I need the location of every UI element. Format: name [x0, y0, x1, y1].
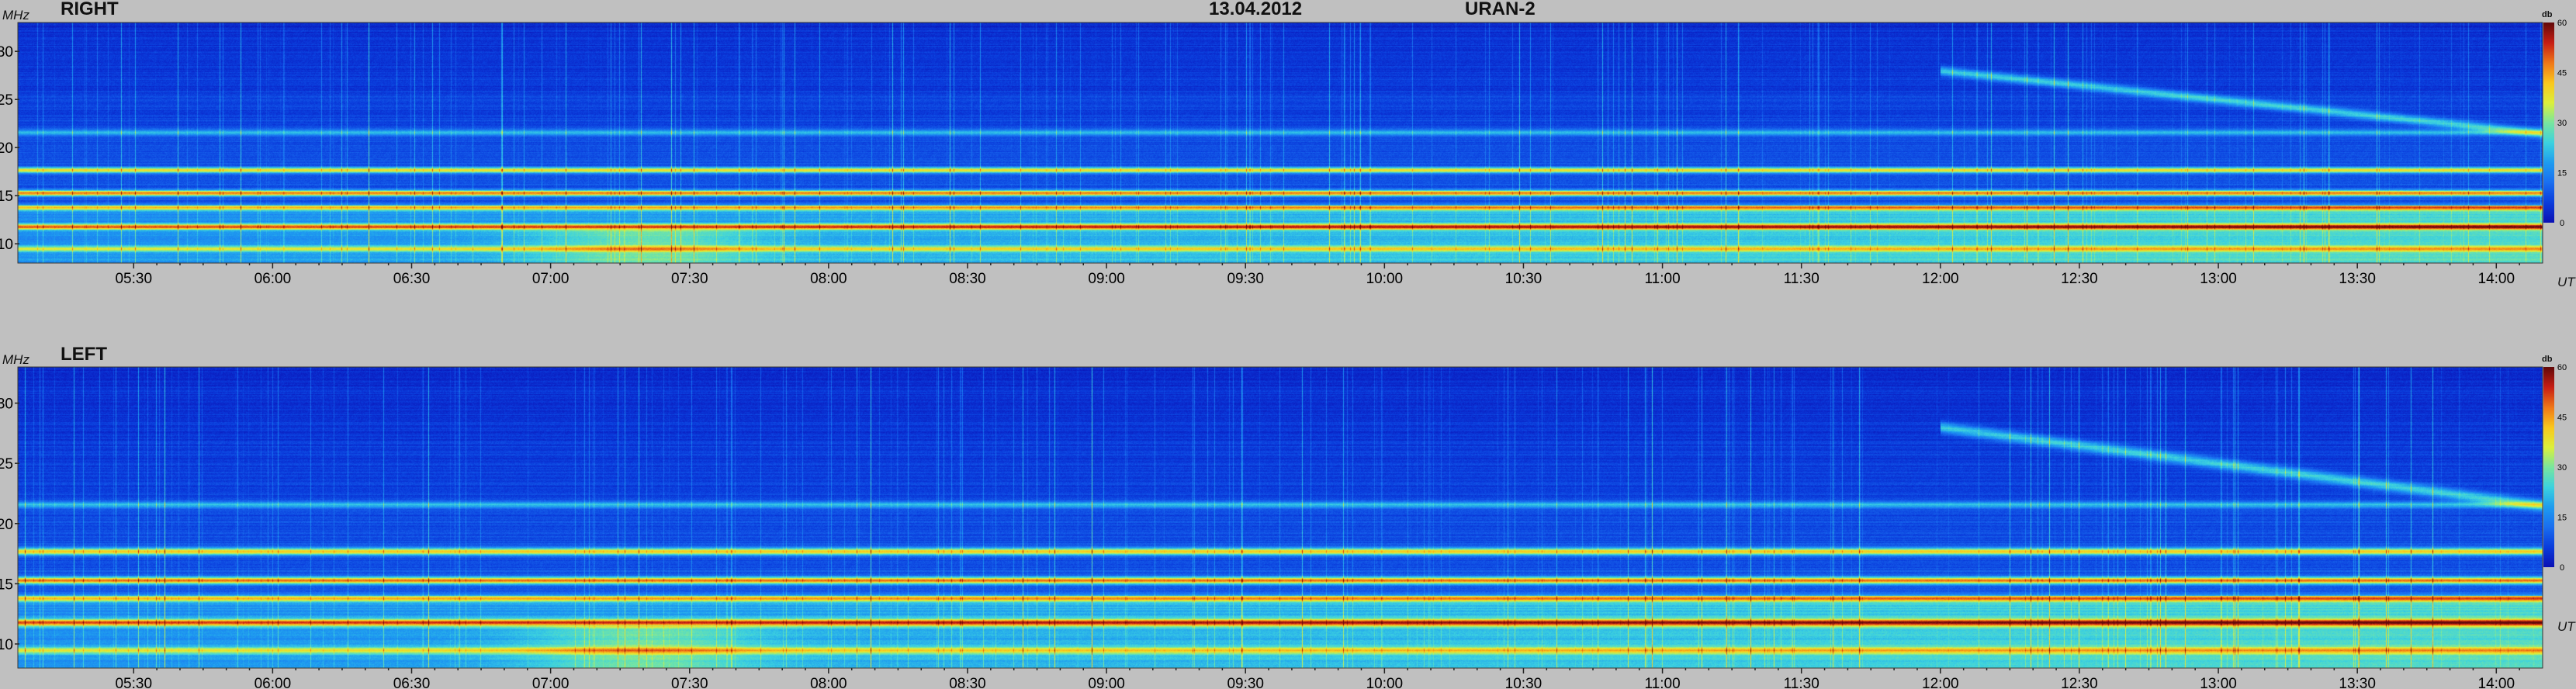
y-tick-label: 20 [0, 517, 13, 533]
x-tick-label: 14:00 [2478, 676, 2515, 689]
x-tick-label: 07:30 [671, 676, 708, 689]
colorbar-tick-label: 15 [2557, 169, 2567, 178]
y-tick-label: 25 [0, 92, 13, 109]
x-tick-label: 13:30 [2339, 676, 2376, 689]
date-label: 13.04.2012 [1209, 0, 1303, 19]
colorbar-left [2543, 367, 2554, 567]
x-tick-label: 10:30 [1505, 271, 1542, 287]
x-tick-label: 11:00 [1645, 271, 1681, 287]
spectrogram-left [18, 367, 2543, 668]
colorbar-tick-label: 60 [2557, 363, 2567, 372]
colorbar-tick-label: 45 [2557, 414, 2567, 423]
x-tick-label: 12:00 [1922, 271, 1959, 287]
panel-left-colorbar-label: db [2542, 355, 2553, 364]
x-tick-label: 06:00 [254, 271, 292, 287]
spectrogram-right [18, 23, 2543, 263]
y-tick-label: 10 [0, 637, 13, 653]
y-tick-label: 25 [0, 456, 13, 473]
x-tick-label: 07:00 [532, 676, 570, 689]
colorbar-tick-label: 0 [2560, 219, 2564, 228]
x-tick-label: 09:00 [1088, 271, 1125, 287]
y-tick-label: 30 [0, 396, 13, 413]
x-tick-label: 12:30 [2061, 676, 2098, 689]
x-tick-label: 06:30 [393, 271, 431, 287]
colorbar-tick-label: 0 [2560, 563, 2564, 573]
colorbar-right [2543, 23, 2554, 223]
panel-right-title: RIGHT [61, 0, 119, 19]
x-tick-label: 09:30 [1227, 271, 1264, 287]
x-tick-label: 12:30 [2061, 271, 2098, 287]
x-tick-label: 09:00 [1088, 676, 1125, 689]
x-tick-label: 08:00 [810, 676, 847, 689]
x-tick-label: 06:30 [393, 676, 431, 689]
colorbar-tick-label: 15 [2557, 514, 2567, 523]
x-tick-label: 11:30 [1784, 271, 1819, 287]
x-tick-label: 14:00 [2478, 271, 2515, 287]
colorbar-tick-label: 60 [2557, 19, 2567, 28]
x-tick-label: 05:30 [115, 271, 152, 287]
panel-left-title: LEFT [61, 344, 107, 365]
panel-right-ylabel: MHz [2, 8, 29, 23]
y-tick-label: 10 [0, 237, 13, 253]
x-tick-label: 07:30 [671, 271, 708, 287]
colorbar-tick-label: 30 [2557, 463, 2567, 473]
colorbar-tick-label: 45 [2557, 69, 2567, 78]
y-tick-label: 15 [0, 576, 13, 593]
colorbar-tick-label: 30 [2557, 119, 2567, 128]
panel-left-xlabel: UT [2557, 619, 2575, 634]
x-tick-label: 13:00 [2200, 271, 2237, 287]
panel-right-xlabel: UT [2557, 275, 2575, 289]
x-tick-label: 09:30 [1227, 676, 1264, 689]
x-tick-label: 05:30 [115, 676, 152, 689]
plot-frame [17, 22, 2543, 264]
x-tick-label: 08:30 [949, 676, 986, 689]
x-tick-label: 07:00 [532, 271, 570, 287]
panel-right-colorbar-label: db [2542, 10, 2553, 19]
x-tick-label: 13:00 [2200, 676, 2237, 689]
x-tick-label: 11:00 [1645, 676, 1681, 689]
x-tick-label: 13:30 [2339, 271, 2376, 287]
x-tick-label: 08:00 [810, 271, 847, 287]
x-tick-label: 10:00 [1366, 676, 1404, 689]
x-tick-label: 06:00 [254, 676, 292, 689]
x-tick-label: 08:30 [949, 271, 986, 287]
y-tick-label: 30 [0, 44, 13, 61]
x-tick-label: 11:30 [1784, 676, 1819, 689]
panel-left-ylabel: MHz [2, 352, 29, 367]
y-tick-label: 15 [0, 189, 13, 205]
x-tick-label: 10:00 [1366, 271, 1404, 287]
y-tick-label: 20 [0, 140, 13, 157]
x-tick-label: 10:30 [1505, 676, 1542, 689]
instrument-label: URAN-2 [1465, 0, 1536, 19]
x-tick-label: 12:00 [1922, 676, 1959, 689]
plot-frame [17, 366, 2543, 669]
